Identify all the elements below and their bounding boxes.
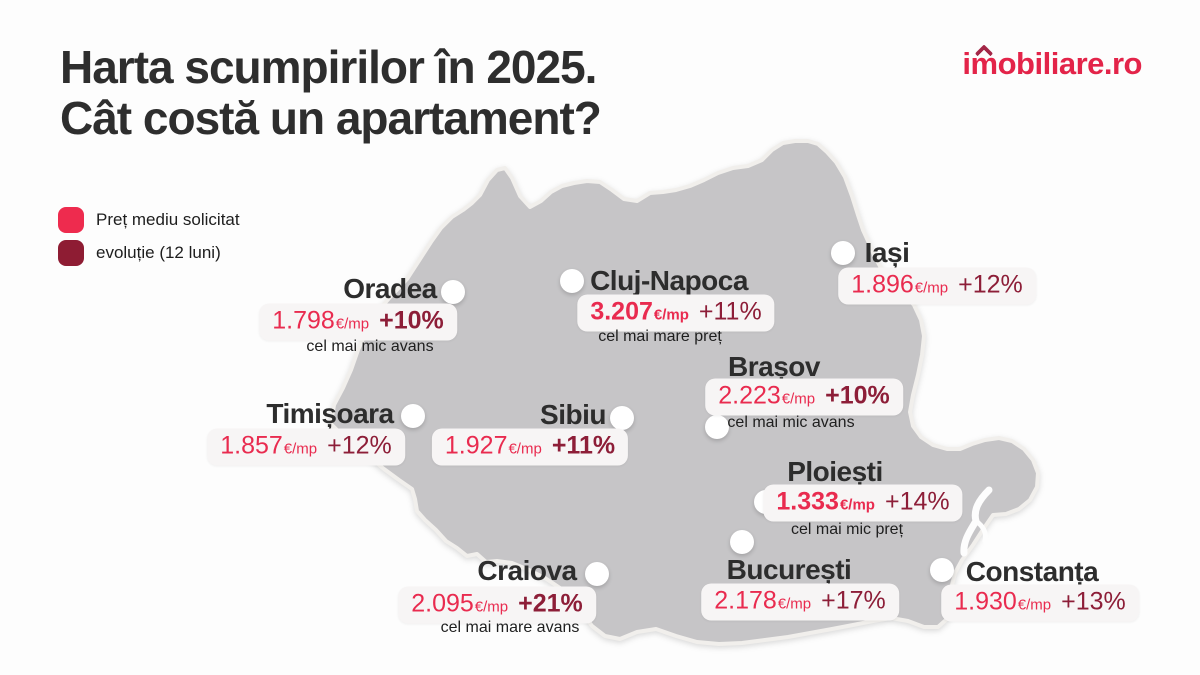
city-name: Constanța [965,556,1099,587]
city-marker-dot [831,241,855,265]
page-title: Harta scumpirilor în 2025. Cât costă un … [60,41,602,144]
price-badge: 1.930€/mp +13% [941,584,1139,622]
legend-item-price: Preț mediu solicitat [58,206,240,233]
price-unit: €/mp [781,390,816,408]
change-value: +21% [518,589,583,618]
price-unit: €/mp [508,440,542,458]
city-name: Timișoara [266,398,394,429]
superlative-note: cel mai mic preț [790,521,904,538]
superlative-note: cel mai mic avans [306,338,434,355]
city-marker-dot [585,562,609,586]
change-value: +13% [1061,587,1126,616]
city-marker-dot [610,406,634,430]
price-value: 3.207€/mp [590,297,689,326]
price-unit: €/mp [839,496,875,514]
price-unit: €/mp [283,440,318,458]
legend-label-evolution: evoluție (12 luni) [96,242,221,262]
price-value: 2.095€/mp [411,589,509,618]
city-name: Sibiu [540,399,606,430]
city-marker-dot [930,558,954,582]
price-unit: €/mp [777,595,812,613]
logo-m-house: m [970,44,998,81]
price-badge: 2.095€/mp +21% [398,586,596,624]
change-value: +11% [698,297,762,326]
city-name: Brașov [728,351,820,382]
city-name: Iași [864,237,910,268]
price-badge: 1.927€/mp +11% [431,428,629,466]
price-badge: 1.333€/mp +14% [763,484,963,522]
superlative-note: cel mai mare avans [440,619,580,636]
price-unit: €/mp [653,306,689,324]
price-unit: €/mp [335,315,370,333]
price-badge: 2.178€/mp +17% [701,583,899,621]
city-marker-dot [401,404,425,428]
change-value: +11% [551,431,616,460]
price-value: 1.333€/mp [776,487,875,516]
superlative-note: cel mai mare preț [598,328,722,345]
change-value: +14% [884,487,950,516]
superlative-note: cel mai mic avans [727,414,855,431]
price-value: 1.857€/mp [220,431,318,460]
legend-item-evolution: evoluție (12 luni) [58,239,240,266]
change-value: +10% [379,306,444,335]
legend-label-price: Preț mediu solicitat [96,209,240,229]
price-badge: 1.857€/mp +12% [207,428,405,466]
price-badge: 3.207€/mp +11% [577,294,775,332]
change-value: +12% [958,270,1023,299]
city-name: Ploiești [787,456,883,487]
logo-text-post: obiliare.ro [997,46,1143,81]
city-name: Oradea [343,273,437,304]
change-value: +12% [327,431,392,460]
evolution-color-swatch [58,239,84,266]
city-marker-dot [560,269,584,293]
price-color-swatch [58,206,84,233]
city-name: Cluj-Napoca [590,265,748,296]
page-title-line1: Harta scumpirilor în 2025. [60,41,597,93]
price-value: 1.798€/mp [272,306,370,335]
change-value: +10% [825,381,890,410]
logo-text-pre: i [962,46,971,81]
change-value: +17% [821,586,886,615]
price-value: 1.896€/mp [851,270,949,299]
price-value: 2.223€/mp [718,381,816,410]
city-name: Craiova [477,555,577,586]
price-value: 1.930€/mp [954,587,1052,616]
price-unit: €/mp [1017,596,1052,614]
city-marker-dot [705,415,729,439]
city-marker-dot [441,280,465,304]
price-value: 2.178€/mp [714,586,812,615]
page-title-line2: Cât costă un apartament? [60,91,602,144]
legend: Preț mediu solicitat evoluție (12 luni) [58,206,240,272]
city-name: București [726,554,852,585]
price-value: 1.927€/mp [444,431,542,460]
price-badge: 2.223€/mp +10% [705,378,903,416]
danube-delta-inlets [960,486,993,557]
price-unit: €/mp [914,279,949,297]
price-badge: 1.896€/mp +12% [838,267,1036,305]
price-unit: €/mp [474,598,509,616]
imobiliare-logo: i mobiliare.ro [962,44,1143,82]
city-marker-dot [730,530,754,554]
price-badge: 1.798€/mp +10% [259,303,457,341]
